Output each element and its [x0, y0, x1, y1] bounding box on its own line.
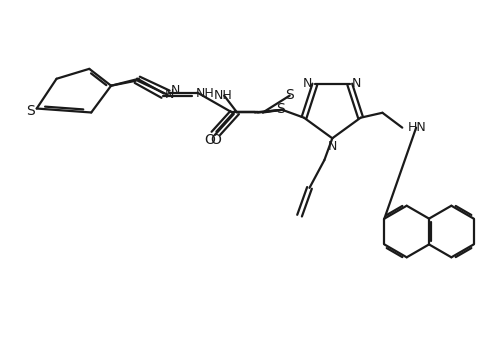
Text: N: N: [171, 84, 180, 97]
Text: N: N: [165, 88, 175, 101]
Text: N: N: [303, 77, 313, 90]
Text: O: O: [204, 133, 215, 147]
Text: N: N: [328, 140, 337, 153]
Text: S: S: [276, 102, 284, 116]
Text: HN: HN: [408, 121, 427, 134]
Text: NH: NH: [196, 87, 215, 100]
Text: S: S: [27, 104, 35, 118]
Text: O: O: [210, 133, 221, 147]
Text: N: N: [352, 77, 361, 90]
Text: NH: NH: [213, 89, 232, 102]
Text: S: S: [285, 88, 294, 102]
